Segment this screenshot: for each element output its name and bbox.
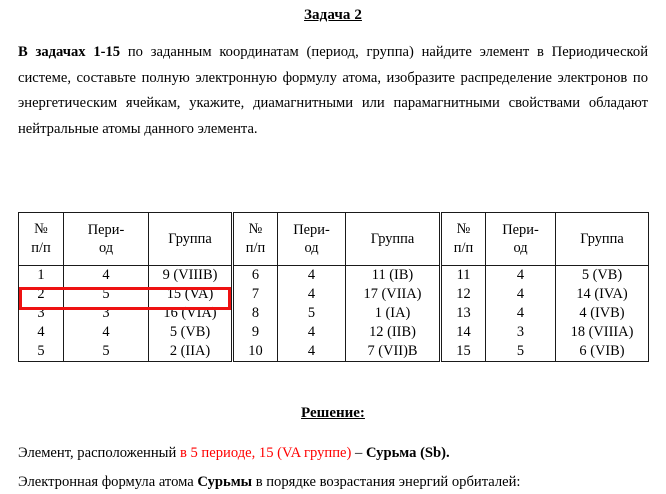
coordinates-table: № п/п Пери- од Группа № п/п Пери- од [18,212,649,362]
page-title: Задача 2 [0,0,666,24]
cell-group: 15 (VA) [148,285,233,304]
header-num-line1: № [34,221,48,237]
cell-group: 1 (IA) [345,304,441,323]
cell-group: 6 (VIB) [555,342,649,362]
header-num-1: № п/п [18,212,64,266]
header-period-line2: од [98,240,114,256]
solution-text-part1: Элемент, расположенный [18,445,180,461]
formula-line-part2: в порядке возрастания энергий орбиталей: [252,474,521,490]
cell-period: 4 [277,323,346,342]
solution-heading-text: Решение: [301,405,365,421]
header-num-line1: № [456,221,471,237]
task-intro-lead: В задачах 1-15 [18,44,121,60]
cell-group: 7 (VII)B [345,342,441,362]
header-period-3: Пери- од [485,212,556,266]
task-intro-paragraph: В задачах 1-15 по заданным координатам (… [0,24,666,142]
header-period-2: Пери- од [277,212,346,266]
solution-text-part2: – [351,445,366,461]
cell-period: 4 [63,265,149,285]
coordinates-table-wrapper: № п/п Пери- од Группа № п/п Пери- од [18,212,649,362]
cell-num: 6 [231,265,278,285]
cell-group: 18 (VIIIA) [555,323,649,342]
formula-line-part1: Электронная формула атома [18,474,198,490]
cell-group: 11 (IB) [345,265,441,285]
cell-period: 3 [485,323,556,342]
cell-num: 8 [231,304,278,323]
formula-element-name: Сурьмы [197,474,253,490]
cell-num: 4 [18,323,64,342]
cell-num: 3 [18,304,64,323]
cell-num: 9 [231,323,278,342]
cell-group: 16 (VIA) [148,304,233,323]
cell-group: 12 (IIB) [345,323,441,342]
cell-num: 1 [18,265,64,285]
cell-period: 4 [277,285,346,304]
header-num-3: № п/п [439,212,486,266]
cell-period: 5 [63,285,149,304]
cell-num: 12 [439,285,486,304]
header-period-1: Пери- од [63,212,149,266]
cell-num: 7 [231,285,278,304]
cell-num: 2 [18,285,64,304]
table-row: 1 4 9 (VIIIB) 6 4 11 (IB) 11 4 5 (VB) [18,265,649,285]
header-period-line2: од [513,240,528,256]
cell-group: 9 (VIIIB) [148,265,233,285]
cell-period: 5 [485,342,556,362]
cell-period: 5 [63,342,149,362]
cell-period: 4 [485,285,556,304]
cell-period: 4 [63,323,149,342]
cell-group: 17 (VIIA) [345,285,441,304]
header-num-line2: п/п [245,240,266,256]
cell-period: 5 [277,304,346,323]
table-row: 5 5 2 (IIA) 10 4 7 (VII)B 15 5 6 (VIB) [18,342,649,362]
header-group-2: Группа [345,212,441,266]
cell-period: 4 [277,265,346,285]
solution-formula-line: Электронная формула атома Сурьмы в поряд… [18,470,658,494]
solution-element-answer: Сурьма (Sb). [365,445,450,461]
header-num-line2: п/п [453,240,474,256]
header-num-line2: п/п [31,240,51,256]
solution-coordinates-highlight: в 5 периоде, 15 (VA группе) [179,445,352,461]
header-period-line1: Пери- [502,222,539,238]
cell-num: 15 [439,342,486,362]
cell-group: 5 (VB) [148,323,233,342]
header-group-3: Группа [555,212,649,266]
cell-num: 5 [18,342,64,362]
cell-num: 14 [439,323,486,342]
solution-answer-line: Элемент, расположенный в 5 периоде, 15 (… [18,441,658,465]
header-group-1: Группа [148,212,233,266]
table-row: 3 3 16 (VIA) 8 5 1 (IA) 13 4 4 (IVB) [18,304,649,323]
cell-group: 5 (VB) [555,265,649,285]
cell-group: 4 (IVB) [555,304,649,323]
cell-group: 2 (IIA) [148,342,233,362]
cell-num: 11 [439,265,486,285]
solution-heading: Решение: [0,405,666,422]
cell-period: 3 [63,304,149,323]
cell-period: 4 [485,265,556,285]
header-period-line2: од [304,240,319,256]
cell-period: 4 [277,342,346,362]
header-period-line1: Пери- [293,222,330,238]
page-title-text: Задача 2 [304,7,362,23]
table-row: 4 4 5 (VB) 9 4 12 (IIB) 14 3 18 (VIIIA) [18,323,649,342]
header-num-2: № п/п [231,212,278,266]
cell-group: 14 (IVA) [555,285,649,304]
table-row-highlighted: 2 5 15 (VA) 7 4 17 (VIIA) 12 4 14 (IVA) [18,285,649,304]
cell-num: 13 [439,304,486,323]
header-num-line1: № [248,221,263,237]
cell-period: 4 [485,304,556,323]
cell-num: 10 [231,342,278,362]
table-header-row: № п/п Пери- од Группа № п/п Пери- од [18,212,649,266]
task-intro-body: по заданным координатам (период, группа)… [18,44,648,137]
header-period-line1: Пери- [87,222,125,238]
